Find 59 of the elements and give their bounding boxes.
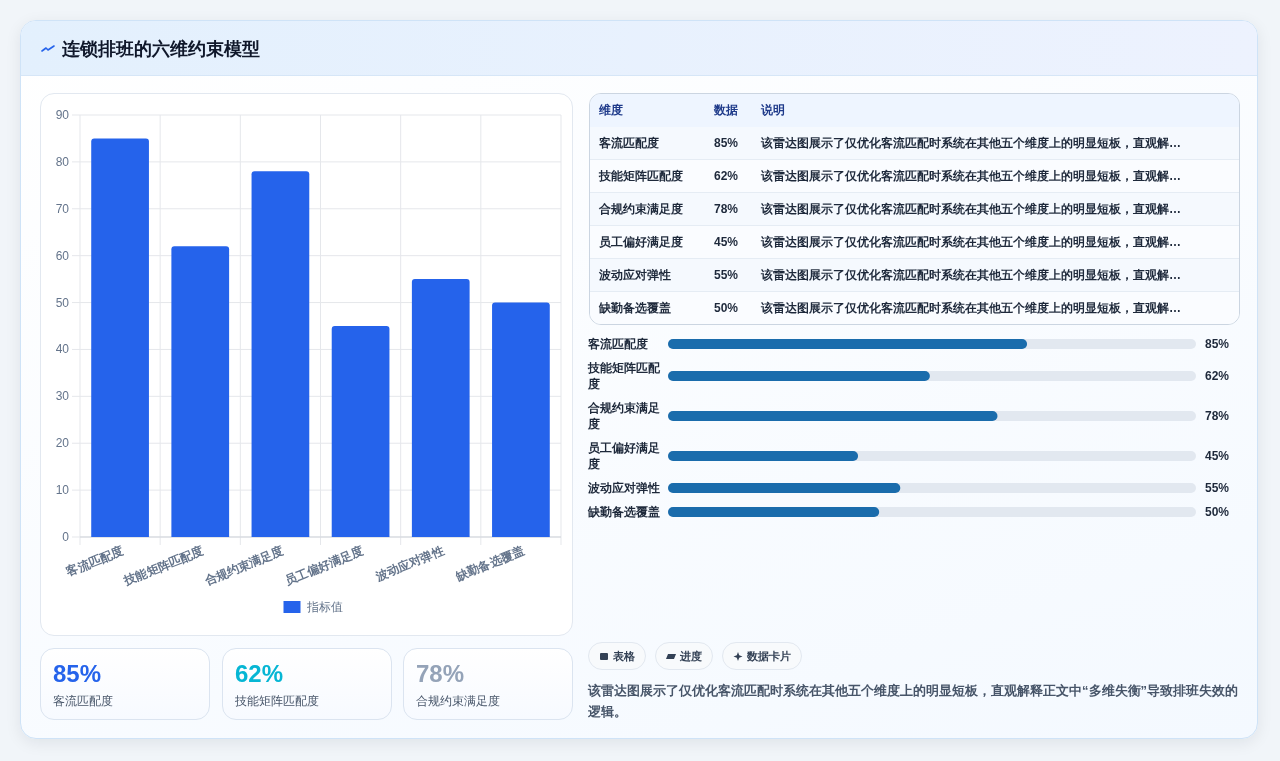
y-tick-label: 70 (55, 201, 70, 216)
text: 78% (714, 202, 739, 216)
y-tick-label: 50 (55, 295, 70, 310)
y-tick-label: 合规约束满足度 (588, 400, 661, 432)
y-tick-label: 80 (55, 154, 70, 169)
y-tick-label: 10 (55, 483, 70, 498)
y-tick-label: 员工偏好满足度 (588, 440, 661, 472)
y-tick-label: 90 (55, 108, 70, 122)
category-label: 合规约束满足度 (599, 201, 683, 218)
y-tick-label: 客流匹配度 (588, 336, 649, 352)
x-tick-label: 波动应对弹性 (372, 543, 446, 585)
y-tick-label: 60 (55, 248, 70, 263)
data-label: 78% (1205, 408, 1230, 424)
text: 该雷达图展示了仅优化客流匹配时系统在其他五个维度上的明显短板，直观解… (761, 267, 1181, 284)
text: 该雷达图展示了仅优化客流匹配时系统在其他五个维度上的明显短板，直观解… (761, 135, 1181, 152)
text: 该雷达图展示了仅优化客流匹配时系统在其他五个维度上的明显短板，直观解… (761, 168, 1181, 185)
text: 该雷达图展示了仅优化客流匹配时系统在其他五个维度上的明显短板，直观解释正文中“多维失衡”导致排班失效的逻辑。 (588, 682, 1239, 721)
data-label: 50% (1205, 504, 1230, 520)
category-label: 合规约束满足度 (416, 693, 500, 709)
text: 78% (416, 660, 465, 687)
y-tick-label: 30 (55, 389, 70, 404)
y-tick-label: 20 (55, 436, 70, 451)
bar (251, 171, 310, 537)
category-label: 员工偏好满足度 (599, 234, 683, 251)
data-label: 62% (1205, 368, 1230, 384)
text: 45% (714, 235, 739, 249)
chart-title: 连锁排班的六维约束模型 (62, 38, 260, 61)
text: 数据卡片 (747, 648, 791, 664)
text: 该雷达图展示了仅优化客流匹配时系统在其他五个维度上的明显短板，直观解… (761, 201, 1181, 218)
y-tick-label: 0 (62, 530, 70, 544)
data-label: 55% (1205, 480, 1230, 496)
text: 55% (714, 268, 739, 282)
bar (492, 302, 550, 537)
y-tick-label: 技能矩阵匹配度 (588, 360, 661, 392)
text: 说明 (761, 102, 785, 119)
text: 维度 (599, 102, 623, 119)
y-tick-label: 缺勤备选覆盖 (588, 504, 661, 520)
text: 50% (714, 301, 739, 315)
data-label: 85% (1205, 336, 1230, 352)
text: 85% (53, 660, 102, 687)
text: 进度 (680, 648, 702, 664)
x-tick-label: 缺勤备选覆盖 (453, 543, 527, 585)
bar (331, 326, 390, 537)
bar (171, 246, 230, 537)
text: 表格 (613, 648, 635, 664)
text: 85% (714, 136, 739, 150)
text: 该雷达图展示了仅优化客流匹配时系统在其他五个维度上的明显短板，直观解… (761, 300, 1181, 317)
bar (411, 279, 470, 537)
text: 数据 (714, 102, 738, 119)
text: 该雷达图展示了仅优化客流匹配时系统在其他五个维度上的明显短板，直观解… (761, 234, 1181, 251)
data-label: 45% (1205, 448, 1230, 464)
category-label: 技能矩阵匹配度 (235, 693, 319, 709)
category-label: 技能矩阵匹配度 (599, 168, 683, 185)
legend-label: 指标值 (305, 600, 343, 614)
text: 62% (235, 660, 284, 687)
text: 62% (714, 169, 739, 183)
y-tick-label: 波动应对弹性 (588, 480, 661, 496)
bar (91, 138, 149, 537)
y-tick-label: 40 (55, 342, 70, 357)
